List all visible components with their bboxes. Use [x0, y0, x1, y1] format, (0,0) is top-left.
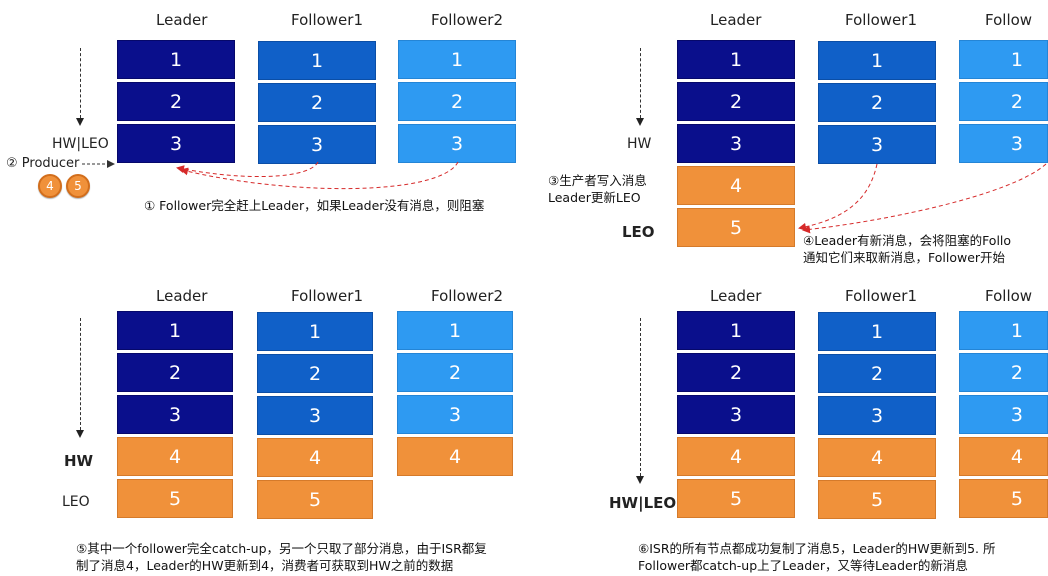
leader-msg-5: 5 [117, 479, 233, 518]
offset-arrow-head [636, 476, 644, 484]
leader-msg-1: 1 [677, 40, 795, 79]
leader-header: Leader [156, 11, 208, 29]
follower1-msg-2: 2 [257, 354, 373, 393]
follower2-msg-1: 1 [959, 311, 1048, 350]
follower1-msg-3: 3 [818, 396, 936, 435]
follower2-msg-5: 5 [959, 479, 1048, 518]
leader-msg-1: 1 [117, 40, 235, 79]
follower1-msg-1: 1 [258, 41, 376, 80]
follower2-header: Follower2 [431, 287, 503, 305]
follower2-msg-1: 1 [959, 40, 1048, 79]
offset-arrow-line [640, 318, 641, 476]
caption-step-3-line1: ③生产者写入消息 [548, 173, 647, 188]
follower1-msg-2: 2 [818, 83, 936, 122]
leader-header: Leader [710, 11, 762, 29]
follower1-msg-4: 4 [818, 438, 936, 477]
leader-msg-3: 3 [117, 124, 235, 163]
leader-msg-5: 5 [677, 208, 795, 247]
follower1-fetch-arrow [176, 161, 319, 178]
hw-label: HW [64, 452, 94, 470]
leader-msg-3: 3 [117, 395, 233, 434]
leader-msg-2: 2 [677, 353, 795, 392]
follower2-msg-3: 3 [959, 395, 1048, 434]
leader-header: Leader [156, 287, 208, 305]
follower1-msg-1: 1 [818, 41, 936, 80]
follower2-fetch-arrow [180, 161, 459, 190]
follower2-notify-arrow [802, 163, 1047, 234]
follower1-msg-5: 5 [818, 480, 936, 519]
follower2-header: Follow [985, 287, 1033, 305]
caption-step-5-line2: 制了消息4，Leader的HW更新到4，消费者可获取到HW之前的数据 [76, 558, 454, 573]
leader-header: Leader [710, 287, 762, 305]
hw-label: HW [627, 136, 652, 152]
leader-msg-3: 3 [677, 395, 795, 434]
follower1-msg-4: 4 [257, 438, 373, 477]
follower1-msg-2: 2 [818, 354, 936, 393]
caption-step-5-line1: ⑤其中一个follower完全catch-up，另一个只取了部分消息，由于ISR… [76, 541, 487, 556]
leader-msg-4: 4 [117, 437, 233, 476]
leader-msg-3: 3 [677, 124, 795, 163]
follower1-msg-3: 3 [257, 396, 373, 435]
follower1-msg-5: 5 [257, 480, 373, 519]
leo-label: LEO [622, 223, 655, 241]
follower1-header: Follower1 [291, 287, 363, 305]
leader-msg-2: 2 [117, 353, 233, 392]
leader-msg-2: 2 [677, 82, 795, 121]
caption-step-4-line1: ④Leader有新消息，会将阻塞的Follo [803, 233, 1012, 248]
follower1-notify-arrow [798, 163, 878, 231]
follower2-msg-4: 4 [959, 437, 1048, 476]
follower2-msg-1: 1 [397, 311, 513, 350]
offset-arrow-line [80, 48, 81, 118]
leo-label: LEO [62, 494, 90, 510]
producer-msg-4: 4 [38, 174, 62, 198]
leader-msg-1: 1 [677, 311, 795, 350]
follower2-msg-3: 3 [397, 395, 513, 434]
follower2-msg-2: 2 [959, 353, 1048, 392]
offset-arrow-line [640, 48, 641, 118]
offset-arrow-head [76, 430, 84, 438]
follower2-header: Follower2 [431, 11, 503, 29]
follower1-header: Follower1 [291, 11, 363, 29]
follower1-msg-3: 3 [818, 125, 936, 164]
offset-arrow-head [76, 118, 84, 126]
hw-leo-label: HW|LEO [609, 494, 677, 512]
follower1-header: Follower1 [845, 11, 917, 29]
follower1-header: Follower1 [845, 287, 917, 305]
caption-step-4-line2: 通知它们来取新消息，Follower开始 [803, 250, 1006, 265]
follower2-msg-2: 2 [397, 353, 513, 392]
follower2-header: Follow [985, 11, 1033, 29]
follower2-msg-4: 4 [397, 437, 513, 476]
follower1-msg-1: 1 [257, 312, 373, 351]
follower2-msg-1: 1 [398, 40, 516, 79]
caption-step-6-line1: ⑥ISR的所有节点都成功复制了消息5，Leader的HW更新到5. 所 [638, 541, 996, 556]
producer-label: ② Producer [6, 156, 80, 171]
leader-msg-5: 5 [677, 479, 795, 518]
leader-msg-4: 4 [677, 166, 795, 205]
leader-msg-4: 4 [677, 437, 795, 476]
hw-leo-label: HW|LEO [52, 136, 109, 152]
leader-msg-1: 1 [117, 311, 233, 350]
follower1-msg-2: 2 [258, 83, 376, 122]
caption-step-3-line2: Leader更新LEO [548, 190, 641, 205]
leader-msg-2: 2 [117, 82, 235, 121]
follower1-msg-1: 1 [818, 312, 936, 351]
offset-arrow-head [636, 118, 644, 126]
caption-step-6-line2: Follower都catch-up上了Leader，又等待Leader的新消息 [638, 558, 968, 573]
follower2-msg-3: 3 [398, 124, 516, 163]
follower2-msg-2: 2 [398, 82, 516, 121]
caption-step-1: ① Follower完全赶上Leader，如果Leader没有消息，则阻塞 [144, 198, 485, 213]
offset-arrow-line [80, 318, 81, 430]
follower2-msg-2: 2 [959, 82, 1048, 121]
producer-msg-5: 5 [66, 174, 90, 198]
